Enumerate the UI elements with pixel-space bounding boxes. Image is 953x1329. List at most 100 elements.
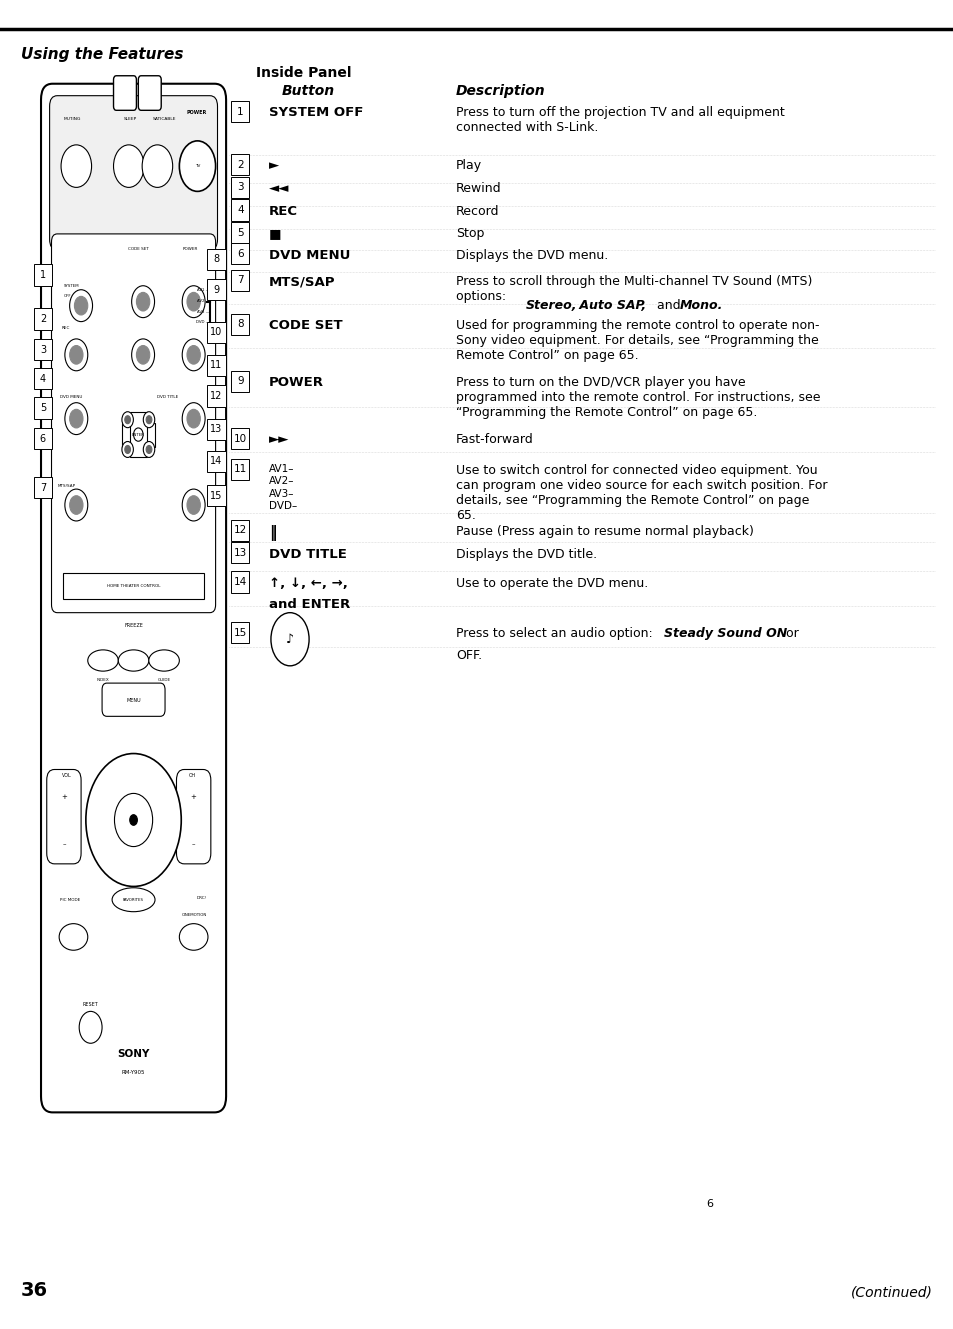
Text: MTS/SAP: MTS/SAP xyxy=(269,275,335,288)
Text: PIC MODE: PIC MODE xyxy=(60,897,80,902)
Text: MUTING: MUTING xyxy=(64,117,81,121)
Text: Displays the DVD menu.: Displays the DVD menu. xyxy=(456,249,608,262)
FancyBboxPatch shape xyxy=(231,154,250,175)
FancyBboxPatch shape xyxy=(34,339,52,360)
Text: POWER: POWER xyxy=(269,376,324,389)
Circle shape xyxy=(125,445,131,453)
Text: 8: 8 xyxy=(213,254,219,264)
FancyBboxPatch shape xyxy=(113,76,136,110)
Text: –: – xyxy=(192,841,195,847)
FancyBboxPatch shape xyxy=(34,428,52,449)
Circle shape xyxy=(182,339,205,371)
Text: 1: 1 xyxy=(237,106,243,117)
Ellipse shape xyxy=(149,650,179,671)
Text: DRC/: DRC/ xyxy=(197,896,207,900)
FancyBboxPatch shape xyxy=(34,308,52,330)
Text: 3: 3 xyxy=(40,344,46,355)
Text: ►►: ►► xyxy=(269,433,289,447)
FancyBboxPatch shape xyxy=(231,199,250,221)
Circle shape xyxy=(86,754,181,886)
Text: Use to operate the DVD menu.: Use to operate the DVD menu. xyxy=(456,577,648,590)
Text: MENU: MENU xyxy=(126,698,141,703)
Text: AV2 —: AV2 — xyxy=(197,299,210,303)
Text: AV3 —: AV3 — xyxy=(197,310,210,314)
Text: SYSTEM: SYSTEM xyxy=(64,284,79,288)
FancyBboxPatch shape xyxy=(47,769,81,864)
Text: SATICABLE: SATICABLE xyxy=(152,117,176,121)
Circle shape xyxy=(122,412,133,428)
Text: ■: ■ xyxy=(269,227,281,241)
FancyBboxPatch shape xyxy=(208,385,225,407)
Text: OFF.: OFF. xyxy=(456,649,481,662)
Text: CH: CH xyxy=(189,773,195,779)
Text: Fast-forward: Fast-forward xyxy=(456,433,533,447)
Text: Auto SAP,: Auto SAP, xyxy=(575,299,646,312)
FancyBboxPatch shape xyxy=(231,243,250,264)
Text: 14: 14 xyxy=(233,577,247,587)
Text: 10: 10 xyxy=(233,433,247,444)
Text: DVD MENU: DVD MENU xyxy=(269,249,350,262)
Text: Stereo,: Stereo, xyxy=(525,299,577,312)
Text: 10: 10 xyxy=(211,327,222,338)
Text: REC: REC xyxy=(269,205,297,218)
Circle shape xyxy=(182,286,205,318)
Circle shape xyxy=(182,403,205,435)
Text: FREEZE: FREEZE xyxy=(124,623,143,629)
Text: Record: Record xyxy=(456,205,499,218)
Text: 2: 2 xyxy=(40,314,46,324)
FancyBboxPatch shape xyxy=(34,368,52,389)
Text: ENTER: ENTER xyxy=(132,432,145,437)
FancyBboxPatch shape xyxy=(34,477,52,498)
Text: 12: 12 xyxy=(233,525,247,536)
Circle shape xyxy=(74,296,88,315)
Circle shape xyxy=(70,409,83,428)
Circle shape xyxy=(65,339,88,371)
Text: 12: 12 xyxy=(211,391,222,401)
FancyBboxPatch shape xyxy=(231,428,250,449)
FancyBboxPatch shape xyxy=(102,683,165,716)
Text: (Continued): (Continued) xyxy=(850,1285,932,1300)
Text: REC: REC xyxy=(62,326,71,330)
Text: ◄◄: ◄◄ xyxy=(269,182,289,195)
Circle shape xyxy=(143,441,154,457)
Circle shape xyxy=(70,496,83,514)
FancyBboxPatch shape xyxy=(231,520,250,541)
Circle shape xyxy=(114,793,152,847)
Circle shape xyxy=(143,412,154,428)
Text: Stop: Stop xyxy=(456,227,484,241)
FancyBboxPatch shape xyxy=(34,397,52,419)
Text: 1: 1 xyxy=(40,270,46,280)
Text: DVD TITLE: DVD TITLE xyxy=(157,395,178,399)
Circle shape xyxy=(182,489,205,521)
Text: INDEX: INDEX xyxy=(96,678,110,682)
Text: 7: 7 xyxy=(237,275,243,286)
Text: 7: 7 xyxy=(40,482,46,493)
FancyBboxPatch shape xyxy=(176,769,211,864)
FancyBboxPatch shape xyxy=(231,371,250,392)
Circle shape xyxy=(142,145,172,187)
Circle shape xyxy=(65,489,88,521)
Text: 13: 13 xyxy=(211,424,222,435)
Text: ‖: ‖ xyxy=(269,525,276,541)
Circle shape xyxy=(187,292,200,311)
Text: Steady Sound ON: Steady Sound ON xyxy=(663,627,786,641)
Text: Pause (Press again to resume normal playback): Pause (Press again to resume normal play… xyxy=(456,525,753,538)
Text: 14: 14 xyxy=(211,456,222,466)
Text: Inside Panel: Inside Panel xyxy=(255,66,351,81)
Circle shape xyxy=(130,815,137,825)
Text: ►: ► xyxy=(269,159,279,173)
Text: AV1 —: AV1 — xyxy=(197,288,210,292)
FancyBboxPatch shape xyxy=(231,177,250,198)
Ellipse shape xyxy=(179,924,208,950)
FancyBboxPatch shape xyxy=(231,459,250,480)
FancyBboxPatch shape xyxy=(122,423,154,447)
FancyBboxPatch shape xyxy=(41,84,226,1112)
FancyBboxPatch shape xyxy=(208,322,225,343)
Circle shape xyxy=(146,416,152,424)
Text: SONY: SONY xyxy=(117,1049,150,1059)
Text: Button: Button xyxy=(281,84,335,98)
Text: GUIDE: GUIDE xyxy=(157,678,171,682)
Text: Rewind: Rewind xyxy=(456,182,501,195)
FancyBboxPatch shape xyxy=(231,222,250,243)
FancyBboxPatch shape xyxy=(231,622,250,643)
